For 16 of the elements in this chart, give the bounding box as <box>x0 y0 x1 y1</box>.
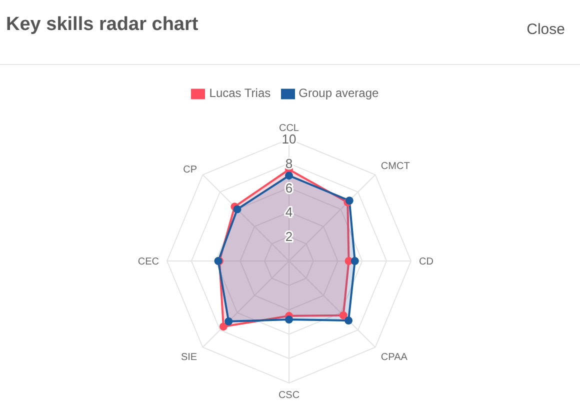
spoke-label: CPAA <box>380 352 408 364</box>
legend-label: Lucas Trias <box>209 86 271 100</box>
spoke-label: CEC <box>138 256 159 268</box>
spoke-label: CD <box>419 256 434 268</box>
spoke-label: CSC <box>278 390 300 402</box>
chart-title: Key skills radar chart <box>6 14 198 36</box>
spoke-label: CCL <box>278 123 300 134</box>
legend-label: Group average <box>298 86 379 100</box>
y-tick-label: 10 <box>282 132 296 146</box>
spoke-label: CP <box>183 164 198 176</box>
spoke-label: CMCT <box>380 161 410 172</box>
text: Close <box>526 21 565 38</box>
y-tick-label: 4 <box>285 204 293 220</box>
spoke-label: SIE <box>180 352 198 364</box>
y-tick-label: 2 <box>285 229 293 244</box>
y-tick-label: 6 <box>285 180 293 196</box>
